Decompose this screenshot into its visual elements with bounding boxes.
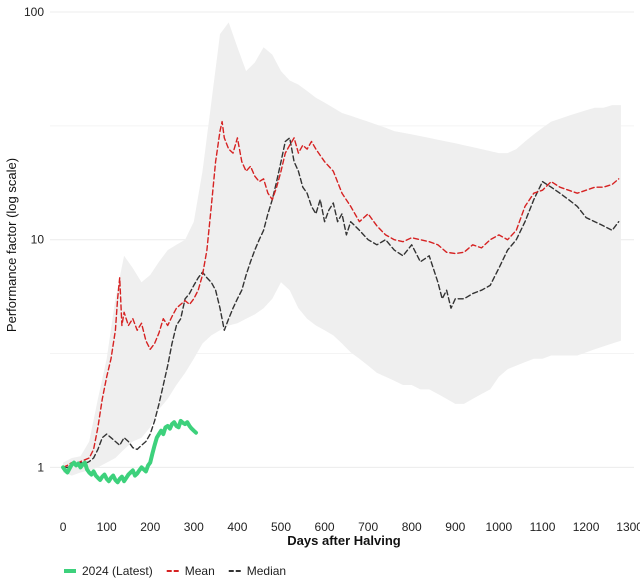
range-band: [63, 22, 621, 476]
legend-label-1: Mean: [185, 564, 215, 578]
x-tick-label-5: 500: [271, 520, 291, 534]
series-layer: [61, 120, 620, 485]
y-tick-label-1: 10: [31, 233, 45, 247]
x-axis-ticks: 0 100 200 300 400 500 600 700 800 900 1000 1100 1200…: [60, 520, 640, 534]
legend-label-2: Median: [247, 564, 286, 578]
y-tick-label-2: 100: [24, 5, 44, 19]
x-tick-label-6: 600: [315, 520, 335, 534]
x-tick-label-7: 700: [358, 520, 378, 534]
x-tick-label-13: 1300: [616, 520, 640, 534]
legend: 2024 (Latest) Mean Median: [64, 564, 286, 578]
x-tick-label-3: 300: [184, 520, 204, 534]
x-tick-label-4: 400: [227, 520, 247, 534]
x-tick-label-9: 900: [445, 520, 465, 534]
y-axis-title: Performance factor (log scale): [4, 158, 19, 332]
x-tick-label-8: 800: [402, 520, 422, 534]
series-line-2024-latest: [61, 418, 198, 485]
series-line-mean: [62, 120, 620, 469]
series-line-median: [62, 137, 620, 469]
x-tick-label-11: 1100: [530, 520, 556, 534]
x-tick-label-2: 200: [140, 520, 160, 534]
legend-label-0: 2024 (Latest): [82, 564, 153, 578]
y-tick-label-0: 1: [37, 460, 44, 474]
x-tick-label-12: 1200: [573, 520, 600, 534]
x-tick-label-10: 1000: [486, 520, 513, 534]
x-tick-label-0: 0: [60, 520, 67, 534]
y-axis-ticks: 1 10 100: [24, 5, 44, 474]
x-axis-title: Days after Halving: [287, 533, 400, 548]
x-tick-label-1: 100: [97, 520, 117, 534]
band-layer: [63, 22, 621, 476]
